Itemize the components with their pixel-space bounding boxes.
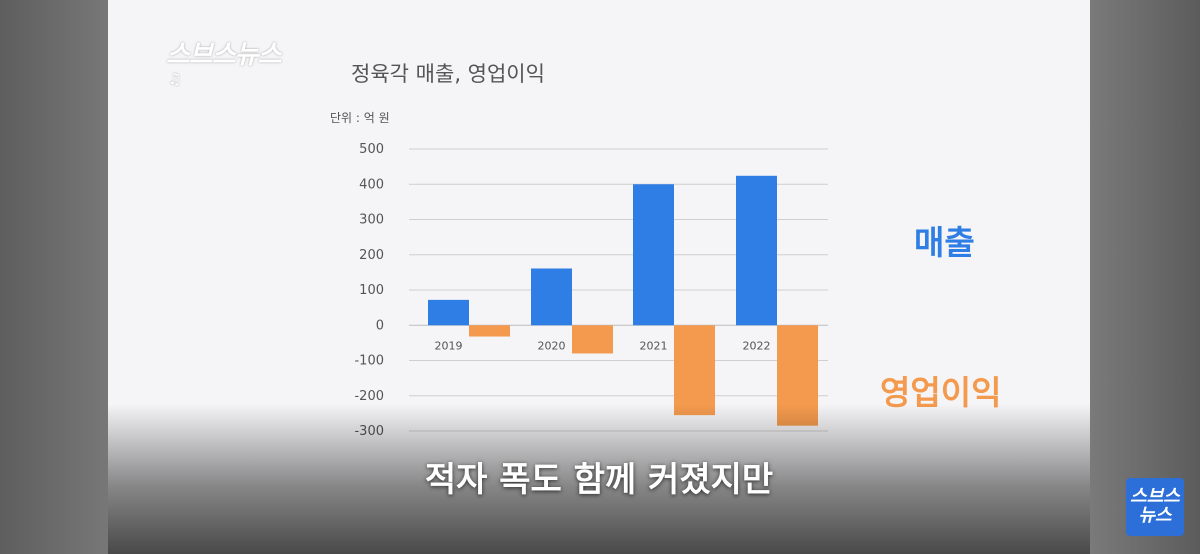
video-frame[interactable]: 스브스뉴스 ♫ 정육각 매출, 영업이익 단위 : 억 원 500 400 300 2… (108, 0, 1090, 554)
y-tick-label: -300 (354, 424, 384, 439)
bar-operating-profit (777, 325, 818, 426)
legend-sales: 매출 (914, 223, 975, 262)
broadcaster-logo: 스브스뉴스 (166, 40, 282, 70)
corner-logo-line2: 뉴스 (1138, 505, 1172, 526)
bar-operating-profit (572, 325, 613, 354)
y-tick-label: -200 (354, 389, 384, 404)
y-tick-label: 100 (359, 283, 384, 298)
y-tick-label: 500 (359, 142, 384, 157)
bar-chart: 500 400 300 200 100 0 -100 -200 -300 2019 2020 2021… (354, 142, 828, 439)
corner-logo-line1: 스브스 (1130, 486, 1180, 507)
subtitle-caption: 적자 폭도 함께 커졌지만 (424, 460, 774, 500)
y-tick-label: 0 (376, 318, 384, 333)
y-tick-label: 300 (359, 213, 384, 228)
bar-operating-profit (469, 325, 510, 337)
music-note-icon: ♫ (168, 70, 182, 88)
bar-sales (736, 175, 777, 326)
y-tick-label: 400 (359, 177, 384, 192)
chart-title: 정육각 매출, 영업이익 (351, 62, 545, 86)
legend-operating-profit: 영업이익 (880, 373, 1002, 412)
y-tick-label: -100 (354, 354, 384, 369)
x-tick-label: 2019 (435, 339, 463, 352)
x-tick-label: 2021 (640, 339, 668, 352)
corner-logo: 스브스 뉴스 (1126, 478, 1184, 536)
bar-sales (531, 268, 572, 326)
y-tick-label: 200 (359, 248, 384, 263)
bar-sales (633, 184, 674, 326)
bar-operating-profit (674, 325, 715, 416)
unit-label: 단위 : 억 원 (330, 111, 390, 125)
x-tick-label: 2022 (743, 339, 771, 352)
x-tick-label: 2020 (538, 339, 566, 352)
right-pillarbox (1090, 0, 1200, 554)
bar-sales (428, 299, 469, 326)
left-pillarbox (0, 0, 108, 554)
